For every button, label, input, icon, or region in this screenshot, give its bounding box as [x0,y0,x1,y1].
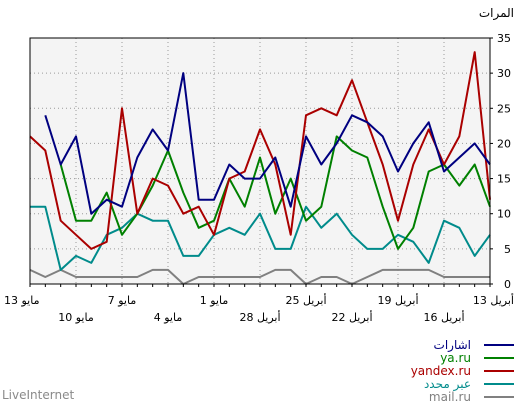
x-tick-label: 1 مايو [200,294,229,307]
x-tick-label: 28 أبريل [239,310,280,324]
y-axis: 0 5 10 15 20 25 30 35 [490,32,511,291]
y-tick-label: 25 [497,102,511,115]
y-tick-label: 20 [497,137,511,150]
legend-label: mail.ru [429,390,471,404]
y-tick-label: 5 [504,243,511,256]
x-tick-label: 10 مايو [58,311,94,324]
legend-label: ya.ru [440,351,471,365]
series-line-0 [44,72,491,215]
x-tick-label: 4 مايو [154,311,183,324]
series-line-2 [29,51,491,250]
series-line-1 [59,135,491,250]
x-tick-label: 19 أبريل [377,293,418,307]
y-unit-label: المرات [479,6,514,21]
legend-label: اشارات [434,338,471,353]
y-tick-label: 30 [497,67,511,80]
x-tick-label: 13 أبريل [473,293,514,307]
x-tick-label: 13 مايو [4,294,40,307]
y-tick-label: 15 [497,173,511,186]
x-tick-label: 7 مايو [108,294,137,307]
x-tick-label: 16 أبريل [423,310,464,324]
x-axis: 13 مايو 7 مايو 1 مايو 25 أبريل 19 أبريل 13 أب… [4,284,514,324]
brand-watermark: LiveInternet [2,388,74,402]
x-tick-label: 25 أبريل [285,293,326,307]
series-lines [29,51,491,285]
y-tick-label: 0 [504,278,511,291]
legend-label: عبر محدد [424,377,471,392]
x-tick-label: 22 أبريل [331,310,372,324]
legend-label: yandex.ru [411,364,471,378]
y-tick-label: 35 [497,32,511,45]
grid [30,38,490,284]
series-line-4 [29,268,490,285]
y-tick-label: 10 [497,208,511,221]
